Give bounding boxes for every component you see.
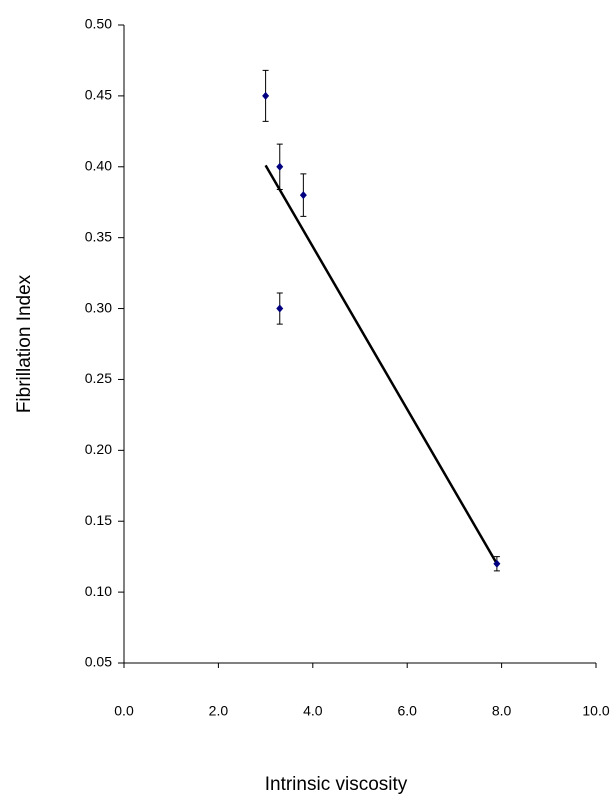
y-tick-label: 0.25 bbox=[85, 370, 112, 386]
point bbox=[299, 191, 307, 200]
x-tick-label: 0.0 bbox=[114, 703, 134, 719]
y-tick-label: 0.30 bbox=[85, 299, 112, 315]
x-tick-label: 4.0 bbox=[303, 703, 323, 719]
x-axis-title: Intrinsic viscosity bbox=[265, 774, 408, 795]
x-tick-label: 6.0 bbox=[397, 703, 417, 719]
point bbox=[276, 304, 284, 313]
point bbox=[493, 559, 501, 568]
y-tick-label: 0.05 bbox=[85, 654, 112, 670]
x-tick-label: 10.0 bbox=[582, 703, 609, 719]
trend-line bbox=[264, 164, 498, 565]
y-tick-label: 0.50 bbox=[85, 16, 112, 32]
point bbox=[262, 91, 270, 100]
y-tick-label: 0.40 bbox=[85, 157, 112, 173]
x-tick-label: 8.0 bbox=[492, 703, 512, 719]
y-tick-label: 0.45 bbox=[85, 87, 112, 103]
y-tick-label: 0.20 bbox=[85, 441, 112, 457]
y-tick-label: 0.10 bbox=[85, 583, 112, 599]
y-axis-title: Fibrillation Index bbox=[14, 274, 35, 413]
y-tick-label: 0.35 bbox=[85, 228, 112, 244]
y-tick-label: 0.15 bbox=[85, 512, 112, 528]
x-tick-label: 2.0 bbox=[209, 703, 229, 719]
point bbox=[276, 162, 284, 171]
